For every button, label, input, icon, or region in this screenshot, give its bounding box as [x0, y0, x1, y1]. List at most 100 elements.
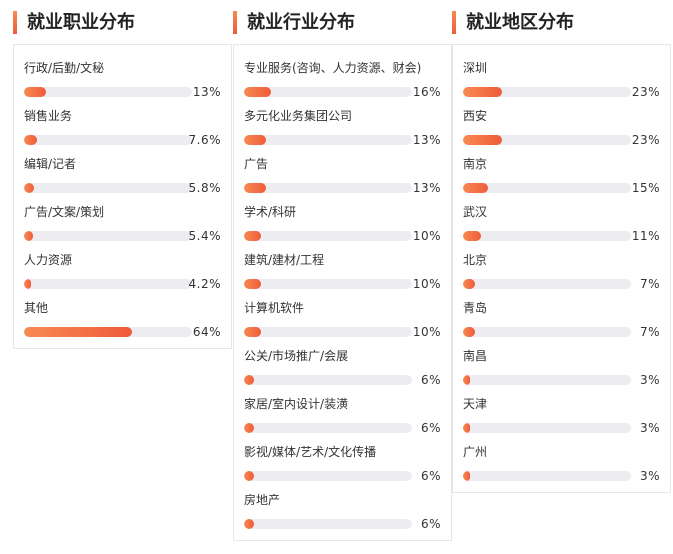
- progress-track: [463, 327, 631, 337]
- progress-track: [244, 519, 412, 529]
- item-label: 广告/文案/策划: [24, 205, 105, 219]
- progress-track: [244, 375, 412, 385]
- item-percent: 10%: [412, 325, 441, 339]
- item-label: 南昌: [463, 349, 488, 363]
- item-percent: 6%: [420, 373, 441, 387]
- progress-fill: [24, 87, 46, 97]
- progress-fill: [244, 135, 266, 145]
- progress-fill: [244, 519, 255, 529]
- progress-fill: [244, 423, 255, 433]
- item-percent: 7%: [639, 325, 660, 339]
- progress-track: [463, 423, 631, 433]
- distribution-item: 销售业务 7.6%: [24, 102, 231, 150]
- distribution-item: 西安 23%: [463, 102, 670, 150]
- progress-fill: [463, 183, 489, 193]
- distribution-item: 北京 7%: [463, 246, 670, 294]
- section-title: 就业行业分布: [247, 12, 355, 33]
- section-header: 就业行业分布: [233, 0, 452, 34]
- industry-distribution-section: 就业行业分布 专业服务(咨询、人力资源、财会) 16% 多元化业务集团公司 13% 广告…: [233, 0, 452, 541]
- distribution-item: 广告/文案/策划 5.4%: [24, 198, 231, 246]
- progress-track: [463, 279, 631, 289]
- item-label: 其他: [24, 301, 49, 315]
- progress-track: [463, 135, 631, 145]
- progress-fill: [463, 279, 475, 289]
- item-label: 行政/后勤/文秘: [24, 61, 105, 75]
- item-percent: 10%: [412, 277, 441, 291]
- item-percent: 10%: [412, 229, 441, 243]
- progress-track: [244, 231, 412, 241]
- distribution-item: 多元化业务集团公司 13%: [244, 102, 451, 150]
- progress-track: [244, 279, 412, 289]
- item-percent: 23%: [631, 133, 660, 147]
- distribution-item: 建筑/建材/工程 10%: [244, 246, 451, 294]
- distribution-item: 青岛 7%: [463, 294, 670, 342]
- distribution-panel: 行政/后勤/文秘 13% 销售业务 7.6% 编辑/记者 5.8% 广告/文案/策划 5.4%…: [13, 44, 232, 349]
- item-percent: 6%: [420, 469, 441, 483]
- progress-fill: [244, 231, 261, 241]
- distribution-item: 南京 15%: [463, 150, 670, 198]
- item-percent: 3%: [639, 421, 660, 435]
- section-header: 就业职业分布: [13, 0, 232, 34]
- item-label: 编辑/记者: [24, 157, 77, 171]
- progress-fill: [463, 135, 502, 145]
- item-percent: 16%: [412, 85, 441, 99]
- distribution-item: 房地产 6%: [244, 486, 451, 534]
- progress-fill: [24, 327, 132, 337]
- progress-fill: [244, 87, 271, 97]
- item-percent: 64%: [192, 325, 221, 339]
- item-percent: 5.4%: [188, 229, 221, 243]
- item-percent: 13%: [412, 181, 441, 195]
- progress-track: [244, 135, 412, 145]
- progress-fill: [24, 183, 34, 193]
- distribution-item: 行政/后勤/文秘 13%: [24, 54, 231, 102]
- progress-fill: [24, 135, 37, 145]
- progress-track: [463, 375, 631, 385]
- item-label: 南京: [463, 157, 488, 171]
- item-label: 人力资源: [24, 253, 73, 267]
- item-label: 家居/室内设计/装潢: [244, 397, 349, 411]
- region-distribution-section: 就业地区分布 深圳 23% 西安 23% 南京 15% 武汉 11% 北京 7% 青岛 7% 南昌 3% 天…: [452, 0, 671, 493]
- distribution-item: 广州 3%: [463, 438, 670, 486]
- section-title: 就业职业分布: [27, 12, 135, 33]
- item-label: 公关/市场推广/会展: [244, 349, 349, 363]
- item-percent: 15%: [631, 181, 660, 195]
- progress-fill: [24, 231, 34, 241]
- item-percent: 6%: [420, 517, 441, 531]
- occupation-distribution-section: 就业职业分布 行政/后勤/文秘 13% 销售业务 7.6% 编辑/记者 5.8% 广告/文案…: [13, 0, 232, 349]
- item-label: 专业服务(咨询、人力资源、财会): [244, 61, 422, 75]
- title-accent-bar: [233, 11, 237, 34]
- progress-track: [463, 231, 631, 241]
- distribution-item: 南昌 3%: [463, 342, 670, 390]
- progress-track: [24, 231, 192, 241]
- item-percent: 7.6%: [188, 133, 221, 147]
- progress-track: [463, 183, 631, 193]
- item-percent: 5.8%: [188, 181, 221, 195]
- distribution-item: 家居/室内设计/装潢 6%: [244, 390, 451, 438]
- progress-fill: [463, 471, 470, 481]
- item-label: 广告: [244, 157, 269, 171]
- item-label: 北京: [463, 253, 488, 267]
- progress-track: [244, 423, 412, 433]
- item-percent: 3%: [639, 373, 660, 387]
- item-label: 多元化业务集团公司: [244, 109, 353, 123]
- item-label: 深圳: [463, 61, 488, 75]
- distribution-item: 编辑/记者 5.8%: [24, 150, 231, 198]
- item-percent: 4.2%: [188, 277, 221, 291]
- item-percent: 13%: [412, 133, 441, 147]
- distribution-item: 武汉 11%: [463, 198, 670, 246]
- progress-fill: [244, 279, 261, 289]
- distribution-panel: 专业服务(咨询、人力资源、财会) 16% 多元化业务集团公司 13% 广告 13% 学术/科…: [233, 44, 452, 541]
- progress-track: [244, 183, 412, 193]
- item-label: 计算机软件: [244, 301, 305, 315]
- item-label: 销售业务: [24, 109, 73, 123]
- progress-track: [463, 471, 631, 481]
- item-percent: 23%: [631, 85, 660, 99]
- item-label: 武汉: [463, 205, 488, 219]
- progress-track: [244, 87, 412, 97]
- progress-track: [24, 183, 192, 193]
- progress-fill: [244, 471, 255, 481]
- distribution-item: 深圳 23%: [463, 54, 670, 102]
- progress-fill: [463, 327, 475, 337]
- item-percent: 11%: [631, 229, 660, 243]
- item-label: 天津: [463, 397, 488, 411]
